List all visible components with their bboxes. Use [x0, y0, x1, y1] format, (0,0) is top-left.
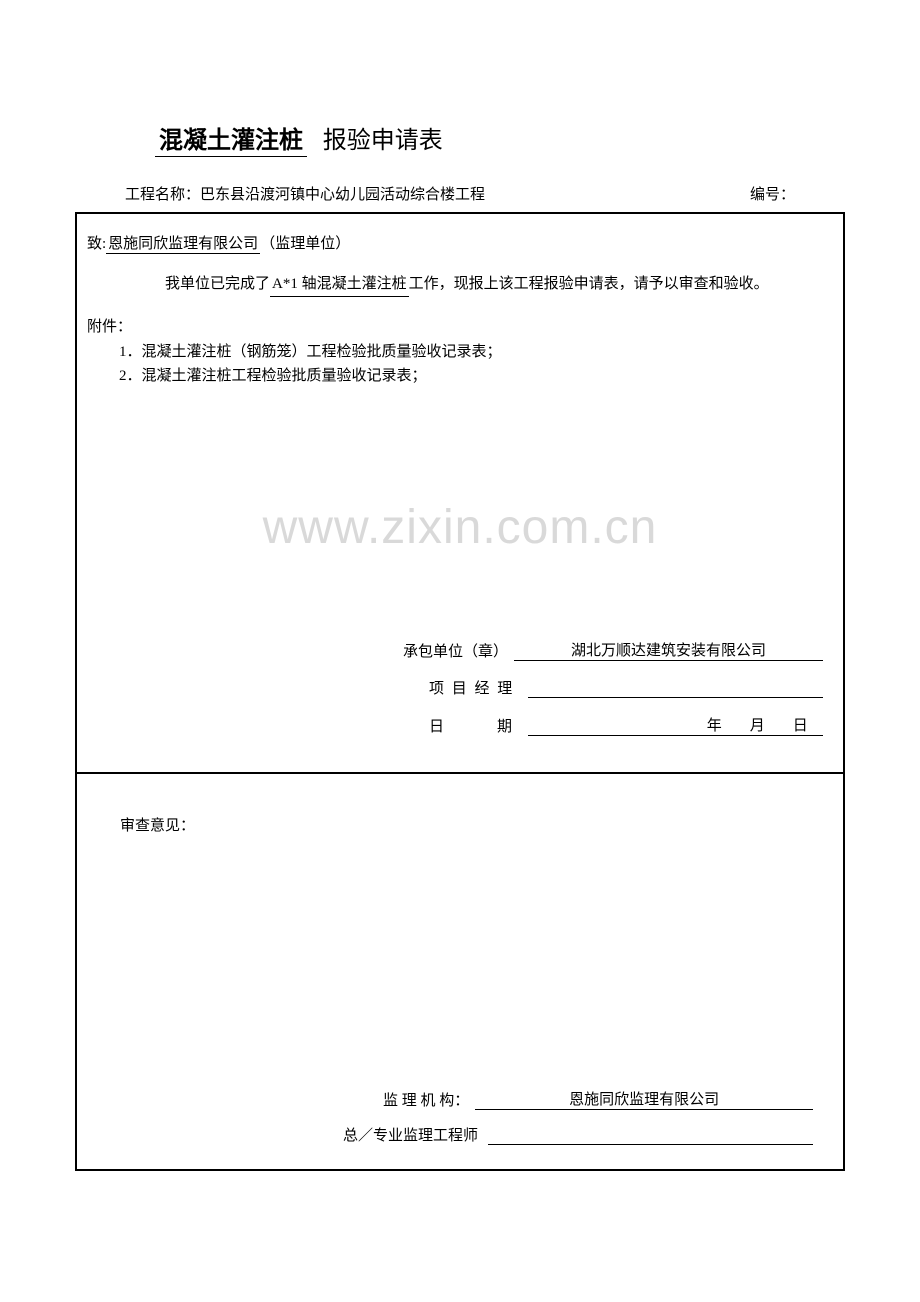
title-rest: 报验申请表 [311, 128, 443, 154]
addressee-line: 致: 恩施同欣监理有限公司 （监理单位） [87, 232, 833, 254]
contractor-sign-block: 承包单位（章） 湖北万顺达建筑安装有限公司 项 目 经 理 日 期 年月日 [403, 639, 823, 752]
attachment-item: 1．混凝土灌注桩（钢筋笼）工程检验批质量验收记录表； [87, 340, 833, 364]
date-value: 年月日 [528, 714, 823, 736]
to-suffix: （监理单位） [260, 236, 350, 252]
document-title: 混凝土灌注桩 报验申请表 [75, 120, 845, 155]
contractor-row: 承包单位（章） 湖北万顺达建筑安装有限公司 [403, 639, 823, 661]
project-name-field: 工程名称：巴东县沿渡河镇中心幼儿园活动综合楼工程 [125, 183, 485, 204]
pm-label: 项 目 经 理 [429, 677, 514, 698]
to-prefix: 致: [87, 236, 106, 252]
attachment-item: 2．混凝土灌注桩工程检验批质量验收记录表； [87, 364, 833, 388]
to-company: 恩施同欣监理有限公司 [106, 232, 260, 254]
org-row: 监 理 机 构： 恩施同欣监理有限公司 [383, 1088, 813, 1110]
upper-section: 致: 恩施同欣监理有限公司 （监理单位） 我单位已完成了 A*1 轴混凝土灌注桩… [77, 214, 843, 774]
body-suffix: 工作，现报上该工程报验申请表，请予以审查和验收。 [409, 276, 769, 292]
body-prefix: 我单位已完成了 [165, 276, 270, 292]
engineer-value [488, 1125, 813, 1145]
title-underlined: 混凝土灌注桩 [155, 128, 307, 157]
attachments-heading: 附件： [87, 315, 833, 336]
date-label: 日 期 [429, 715, 514, 736]
contractor-label: 承包单位（章） [403, 640, 508, 661]
serial-field: 编号： [750, 183, 795, 204]
engineer-label: 总／专业监理工程师 [343, 1124, 478, 1145]
pm-value [528, 678, 823, 698]
pm-row: 项 目 经 理 [403, 677, 823, 698]
contractor-value: 湖北万顺达建筑安装有限公司 [514, 639, 823, 661]
meta-row: 工程名称：巴东县沿渡河镇中心幼儿园活动综合楼工程 编号： [75, 183, 845, 212]
body-statement: 我单位已完成了 A*1 轴混凝土灌注桩 工作，现报上该工程报验申请表，请予以审查… [87, 272, 833, 297]
serial-label: 编号： [750, 187, 795, 203]
review-label: 审查意见： [112, 814, 823, 835]
project-label: 工程名称： [125, 187, 200, 203]
project-name: 巴东县沿渡河镇中心幼儿园活动综合楼工程 [200, 187, 485, 203]
form-table: 致: 恩施同欣监理有限公司 （监理单位） 我单位已完成了 A*1 轴混凝土灌注桩… [75, 212, 845, 1171]
supervisor-sign-block: 监 理 机 构： 恩施同欣监理有限公司 总／专业监理工程师 [383, 1088, 813, 1159]
org-value: 恩施同欣监理有限公司 [475, 1088, 813, 1110]
date-row: 日 期 年月日 [403, 714, 823, 736]
body-work: A*1 轴混凝土灌注桩 [270, 272, 409, 297]
engineer-row: 总／专业监理工程师 [343, 1124, 813, 1145]
lower-section: 审查意见： 监 理 机 构： 恩施同欣监理有限公司 总／专业监理工程师 [77, 774, 843, 1169]
org-label: 监 理 机 构： [383, 1089, 469, 1110]
watermark-text: www.zixin.com.cn [263, 500, 658, 555]
